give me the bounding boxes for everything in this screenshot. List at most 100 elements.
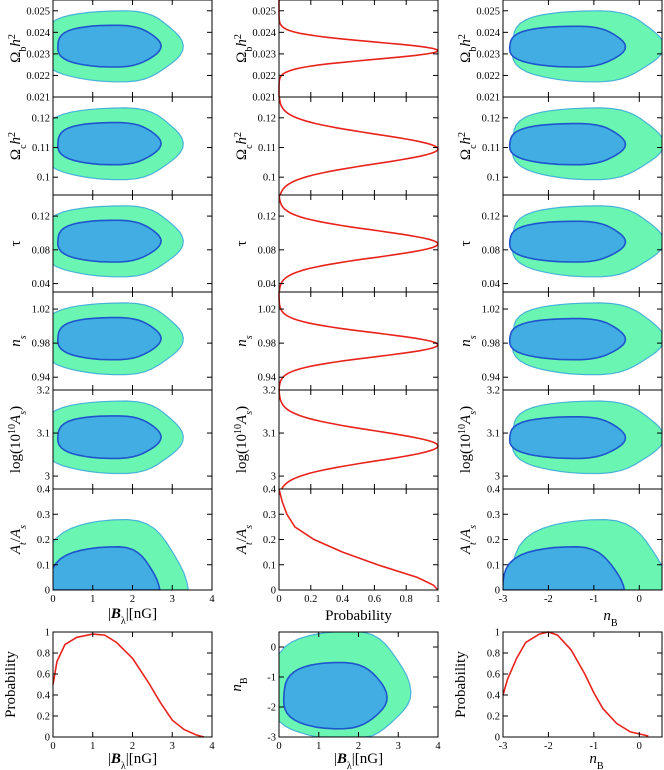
y-BnB-ticklabel: 0 [271, 643, 276, 654]
ylabel-as-part: s [468, 411, 479, 415]
y-m-tau-ticklabel-part: 0.08 [258, 245, 276, 256]
contour-68 [508, 317, 627, 361]
ylabel-tau-part: τ [8, 240, 24, 246]
y-m-at-ticklabel: 0.4 [263, 485, 277, 496]
x-BnB-ticklabel-part: 1 [316, 741, 321, 752]
ylabel-m-omb-part: Ω [234, 52, 250, 63]
ylabel-omc: Ωch2 [457, 132, 479, 160]
y-m-omc-ticklabel-part: 0.11 [258, 143, 276, 154]
x-pB-ticklabel-part: 0 [50, 741, 55, 752]
ylabel-m-omb-part: 2 [233, 34, 244, 39]
x-pnB-ticklabel-part: -2 [544, 741, 553, 752]
y-omb-ticklabel-part: 0.022 [476, 71, 500, 82]
y-at-ticklabel: 0.4 [37, 485, 51, 496]
y-ns-ticklabel: 0.94 [32, 373, 51, 384]
y-pnB-ticklabel-part: 0.4 [487, 691, 501, 702]
ylabel-BnB: nB [229, 677, 250, 692]
contour-68 [56, 219, 162, 263]
y-tau-ticklabel: 0.12 [482, 212, 500, 223]
y-as-ticklabel: 3.1 [37, 429, 50, 440]
y-pnB-ticklabel: 0 [495, 733, 500, 744]
y-at-ticklabel: 0 [45, 586, 50, 597]
ylabel-omb-part: 2 [457, 34, 468, 39]
x-prob-ticklabel-part: 0.8 [400, 594, 413, 605]
panel-frame [278, 389, 439, 490]
xlabel-pnB-part: n [589, 751, 597, 767]
ylabel-at-part: A [8, 544, 24, 555]
contour-panel-as-nB [508, 400, 662, 475]
y-tau-ticklabel-part: 0.04 [482, 279, 501, 290]
ylabel-at-part: t [18, 542, 29, 545]
x-prob-ticklabel: 1 [435, 594, 440, 605]
ylabel-tau: τ [458, 240, 474, 246]
y-omc-ticklabel-part: 0.11 [482, 143, 500, 154]
x-BnB-ticklabel: 0 [276, 741, 281, 752]
contour-68 [508, 25, 627, 68]
contour-group [503, 518, 662, 590]
xlabel-BnB-part: B [336, 751, 347, 767]
contour-68 [53, 545, 161, 590]
y-m-omc-ticklabel: 0.1 [263, 173, 276, 184]
contour-panel-tau-B [53, 205, 184, 278]
ylabel-m-at: At/As [234, 525, 255, 555]
ylabel-omb: Ωbh2 [7, 34, 29, 63]
y-omb-ticklabel: 0.021 [476, 93, 500, 104]
y-at-ticklabel: 0.1 [487, 560, 500, 571]
y-as-ticklabel: 3.1 [487, 429, 500, 440]
y-m-at-ticklabel-part: 0.1 [263, 560, 276, 571]
ylabel-m-omc-part: c [244, 144, 255, 149]
y-m-omb-ticklabel: 0.025 [252, 6, 276, 17]
xlabel-prob-part: Probability [325, 608, 392, 624]
xlabel-BnB-part: |[nG] [352, 751, 383, 767]
ylabel-m-as-part: s [244, 411, 255, 415]
x-BnB-ticklabel-part: 0 [276, 741, 281, 752]
y-pnB-ticklabel-part: 1 [495, 628, 500, 639]
y-as-ticklabel-part: 3 [495, 472, 500, 483]
y-m-omc-ticklabel-part: 0.1 [263, 173, 276, 184]
y-at-ticklabel: 0.3 [487, 510, 500, 521]
ylabel-m-ns: ns [234, 335, 255, 347]
y-at-ticklabel: 0.1 [37, 560, 50, 571]
ylabel-at: At/As [458, 525, 479, 555]
x-B-ticklabel: 2 [130, 594, 135, 605]
panel-frame [52, 631, 213, 738]
marginal-curve-as [278, 390, 439, 490]
y-omb-ticklabel: 0.022 [26, 71, 50, 82]
y-m-at-ticklabel-part: 0 [271, 586, 276, 597]
y-m-tau-ticklabel: 0.08 [258, 245, 276, 256]
xlabel-nB-part: n [603, 608, 611, 624]
y-at-ticklabel-part: 0.1 [37, 560, 50, 571]
contour-panel-tau-nB [508, 205, 662, 278]
y-omb-ticklabel-part: 0.023 [26, 49, 50, 60]
ylabel-m-at-part: / [234, 537, 250, 542]
panel-frame [278, 291, 439, 391]
y-omb-ticklabel: 0.023 [476, 49, 500, 60]
y-m-as-ticklabel-part: 3.1 [263, 429, 276, 440]
x-pB-ticklabel: 3 [170, 741, 175, 752]
y-at-ticklabel-part: 0.2 [487, 535, 500, 546]
x-nB-ticklabel: -2 [544, 594, 553, 605]
y-pB-ticklabel-part: 0.4 [37, 691, 51, 702]
y-omc-ticklabel: 0.1 [487, 173, 500, 184]
y-omc-ticklabel: 0.1 [37, 173, 50, 184]
ylabel-as-part: log(10 [458, 434, 474, 473]
y-as-ticklabel-part: 3.2 [37, 386, 50, 397]
y-pnB-ticklabel: 0.2 [487, 712, 500, 723]
contour-group [53, 518, 189, 590]
bottom-curve-pB [52, 633, 205, 738]
x-pB-ticklabel-part: 4 [209, 741, 215, 752]
ylabel-at-part: / [458, 537, 474, 542]
y-m-tau-ticklabel: 0.04 [258, 279, 277, 290]
ylabel-omc-part: h [8, 137, 24, 145]
y-m-ns-ticklabel-part: 0.98 [258, 339, 276, 350]
ylabel-pnB: Probability [453, 651, 469, 718]
ylabel-as-part: 10 [457, 424, 468, 434]
x-pB-ticklabel: 4 [209, 741, 215, 752]
ylabel-tau: τ [8, 240, 24, 246]
x-BnB-ticklabel-part: 3 [396, 741, 401, 752]
x-pnB-ticklabel: 0 [637, 741, 642, 752]
y-omb-ticklabel-part: 0.025 [476, 6, 500, 17]
marginal-curve-omb [278, 0, 439, 97]
y-m-at-ticklabel: 0.2 [263, 535, 276, 546]
